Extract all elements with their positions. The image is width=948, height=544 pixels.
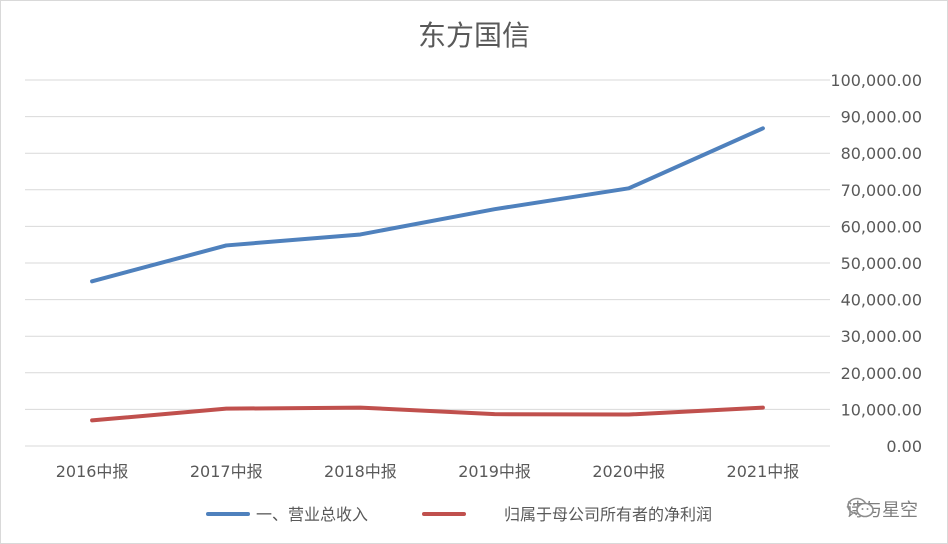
y-tick-label: 40,000.00 — [841, 291, 922, 310]
gridlines — [25, 79, 830, 447]
x-tick-label: 2016中报 — [56, 462, 129, 481]
y-tick-label: 30,000.00 — [841, 327, 922, 346]
y-tick-label: 80,000.00 — [841, 144, 922, 163]
series-line-0 — [90, 126, 765, 284]
series-lines — [90, 126, 765, 423]
y-axis-ticks: 0.00 10,000.00 20,000.00 30,000.00 40,000.00… — [830, 71, 922, 456]
y-tick-label: 0.00 — [886, 437, 922, 456]
watermark: 诗与星空 — [846, 496, 918, 522]
wechat-icon — [847, 497, 874, 518]
y-tick-label: 60,000.00 — [841, 217, 922, 236]
x-tick-label: 2018中报 — [324, 462, 397, 481]
x-tick-label: 2017中报 — [190, 462, 263, 481]
y-tick-label: 50,000.00 — [841, 254, 922, 273]
chart-title: 东方国信 — [417, 19, 530, 52]
y-tick-label: 100,000.00 — [830, 71, 922, 90]
series-line-1 — [90, 405, 765, 423]
x-tick-label: 2019中报 — [458, 462, 531, 481]
x-tick-label: 2020中报 — [592, 462, 665, 481]
x-axis-ticks: 2016中报 2017中报 2018中报 2019中报 2020中报 2021中报 — [56, 462, 800, 481]
y-tick-label: 90,000.00 — [841, 108, 922, 127]
y-tick-label: 20,000.00 — [841, 364, 922, 383]
y-tick-label: 70,000.00 — [841, 181, 922, 200]
y-tick-label: 10,000.00 — [841, 400, 922, 419]
legend-label: 归属于母公司所有者的净利润 — [504, 505, 712, 524]
legend: 一、营业总收入 归属于母公司所有者的净利润 — [206, 505, 712, 524]
legend-label: 一、营业总收入 — [256, 505, 368, 524]
x-tick-label: 2021中报 — [727, 462, 800, 481]
